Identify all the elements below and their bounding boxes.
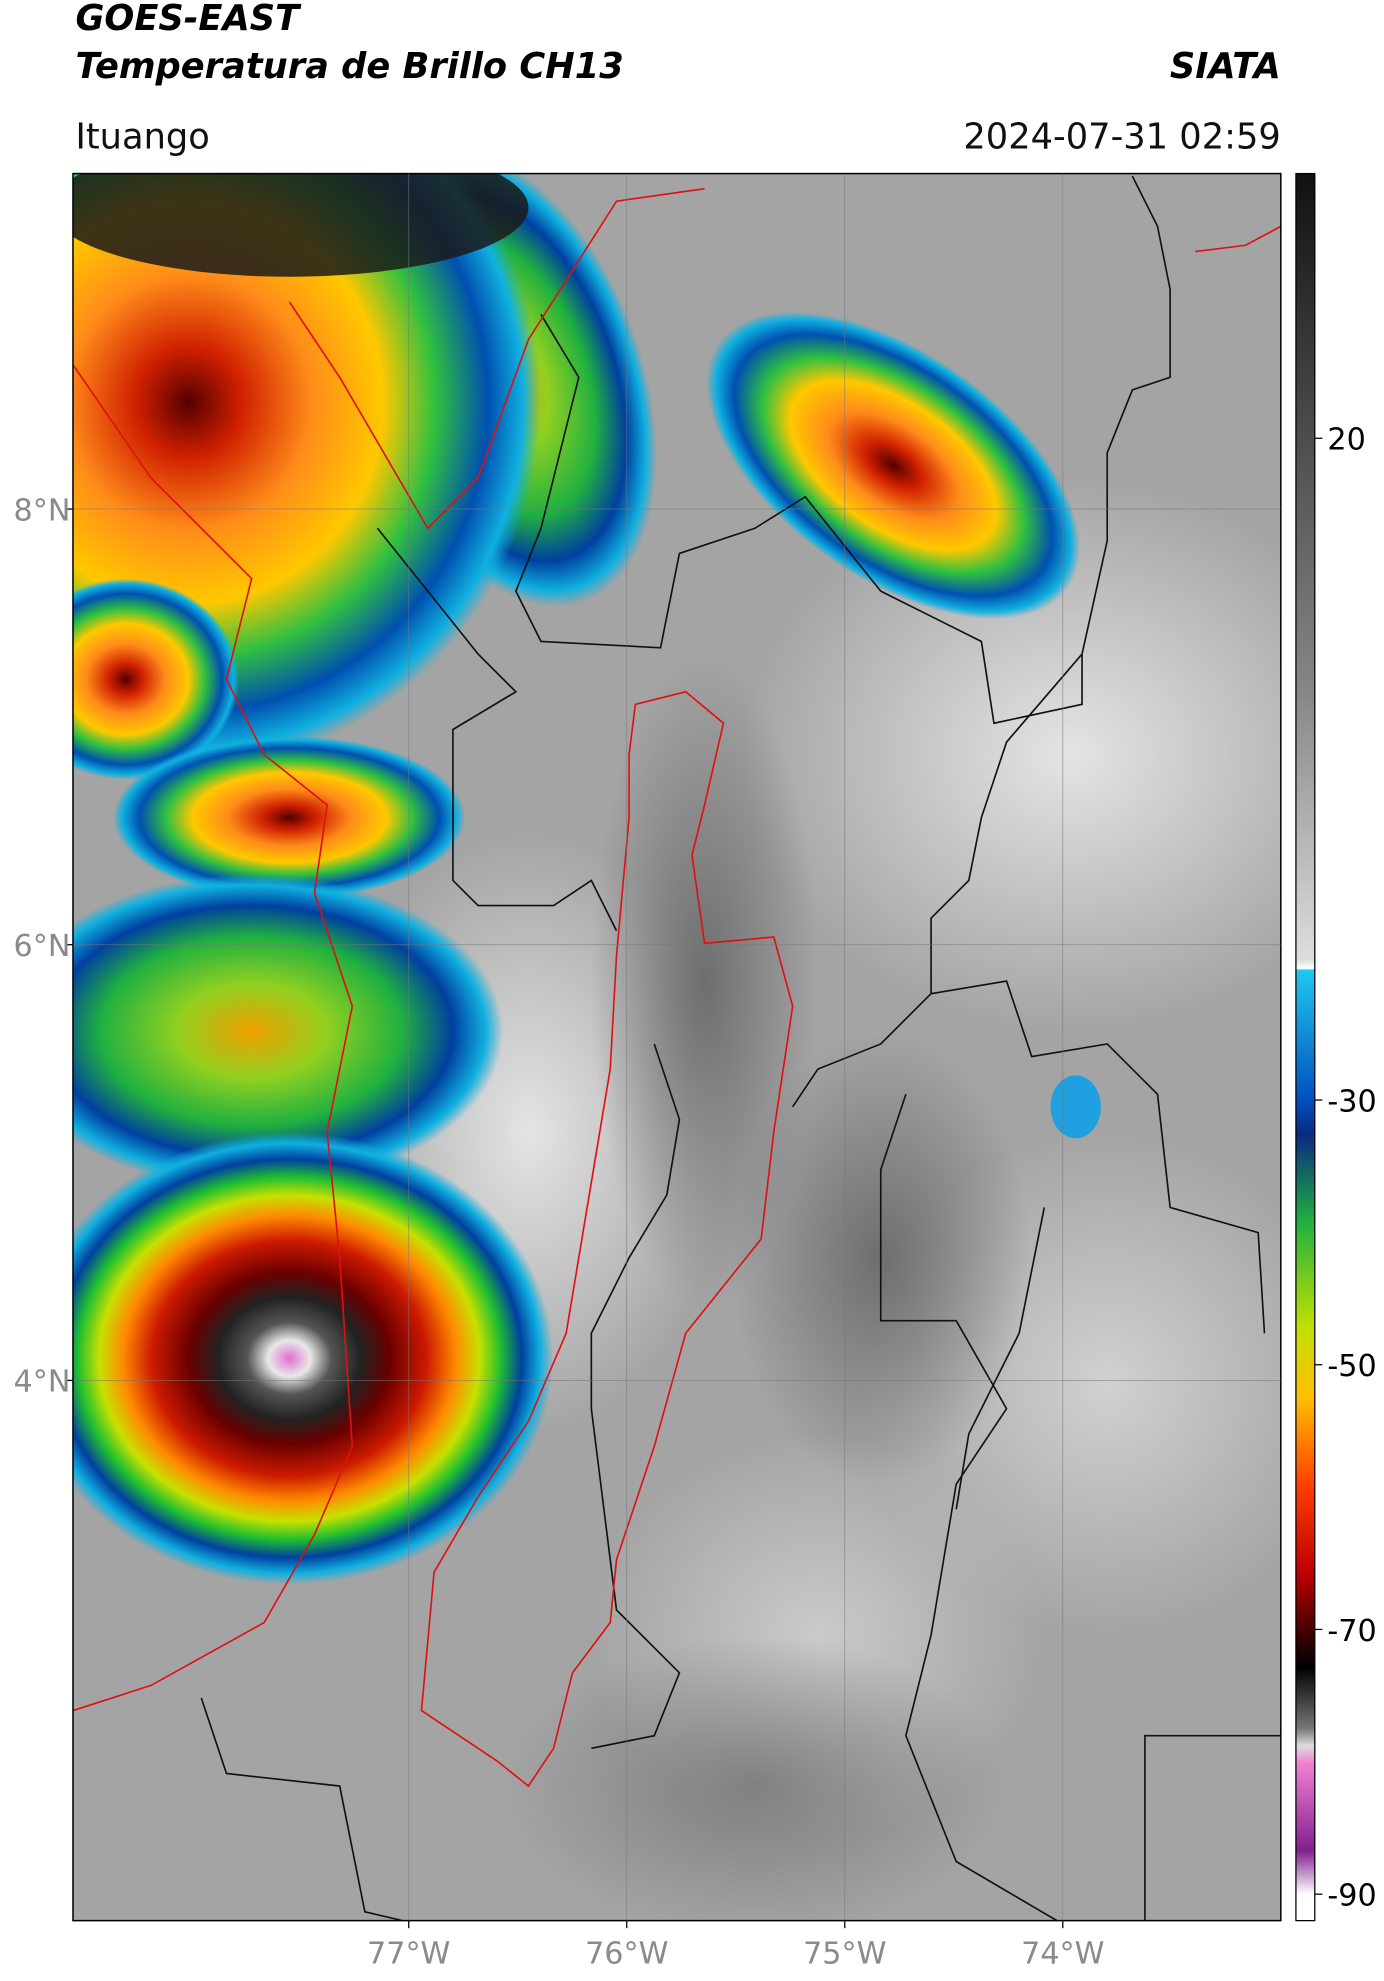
source: SIATA [1170, 46, 1281, 87]
timestamp: 2024-07-31 02:59 [963, 116, 1280, 157]
colorbar-tick-label: -50 [1327, 1349, 1376, 1384]
colorbar [1295, 172, 1316, 1922]
y-tick-label: 6°N [14, 929, 71, 964]
x-tick-label: 75°W [803, 1936, 886, 1971]
location: Ituango [75, 116, 209, 157]
y-tick-label: 4°N [14, 1365, 71, 1400]
subtitle: Temperatura de Brillo CH13 [75, 46, 623, 87]
colorbar-tick-label: -70 [1327, 1614, 1376, 1649]
x-tick-label: 76°W [585, 1936, 668, 1971]
satellite-image [72, 173, 1281, 1921]
colorbar-tick-label: 20 [1327, 423, 1365, 458]
map-frame [72, 172, 1282, 1922]
colorbar-tick-label: -90 [1327, 1878, 1376, 1913]
y-tick-label: 8°N [14, 493, 71, 528]
x-tick-label: 74°W [1021, 1936, 1104, 1971]
title: GOES-EAST [75, 0, 302, 39]
x-tick-label: 77°W [367, 1936, 450, 1971]
colorbar-tick-label: -30 [1327, 1084, 1376, 1119]
